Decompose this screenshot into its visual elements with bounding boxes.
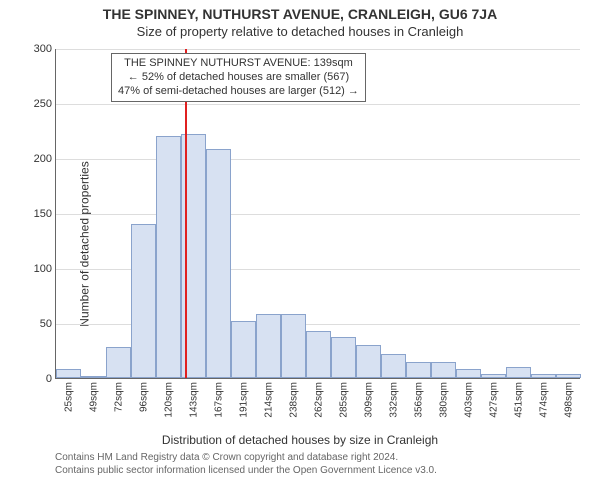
annotation-box: THE SPINNEY NUTHURST AVENUE: 139sqm← 52%…	[111, 53, 366, 102]
x-tick-label: 96sqm	[138, 382, 149, 412]
footer-line: Contains public sector information licen…	[55, 464, 600, 477]
histogram-bar	[206, 149, 231, 378]
x-tick-label: 167sqm	[213, 382, 224, 418]
grid-line	[56, 159, 580, 160]
histogram-bar	[81, 376, 106, 378]
x-tick-label: 214sqm	[263, 382, 274, 418]
histogram-bar	[131, 224, 156, 378]
grid-line	[56, 214, 580, 215]
chart-container: Number of detached properties 0501001502…	[0, 39, 600, 449]
x-tick-label: 143sqm	[188, 382, 199, 418]
histogram-bar	[556, 374, 581, 378]
x-tick-label: 309sqm	[363, 382, 374, 418]
histogram-bar	[281, 314, 306, 378]
histogram-bar	[356, 345, 381, 378]
x-tick-label: 238sqm	[288, 382, 299, 418]
histogram-bar	[381, 354, 406, 378]
histogram-bar	[256, 314, 281, 378]
histogram-bar	[506, 367, 531, 378]
histogram-bar	[431, 362, 456, 379]
x-tick-label: 262sqm	[313, 382, 324, 418]
x-tick-label: 380sqm	[438, 382, 449, 418]
x-tick-label: 474sqm	[538, 382, 549, 418]
x-tick-label: 403sqm	[463, 382, 474, 418]
x-tick-label: 25sqm	[63, 382, 74, 412]
x-tick-label: 427sqm	[488, 382, 499, 418]
annotation-line: 47% of semi-detached houses are larger (…	[118, 85, 359, 99]
histogram-bar	[306, 331, 331, 378]
plot-area: 05010015020025030025sqm49sqm72sqm96sqm12…	[55, 49, 580, 379]
x-tick-label: 191sqm	[238, 382, 249, 418]
x-tick-label: 285sqm	[338, 382, 349, 418]
annotation-line: THE SPINNEY NUTHURST AVENUE: 139sqm	[118, 57, 359, 71]
histogram-bar	[231, 321, 256, 378]
histogram-bar	[56, 369, 81, 378]
histogram-bar	[481, 374, 506, 378]
page-subtitle: Size of property relative to detached ho…	[0, 24, 600, 39]
histogram-bar	[456, 369, 481, 378]
x-tick-label: 120sqm	[163, 382, 174, 418]
y-tick-label: 0	[22, 373, 52, 385]
y-tick-label: 250	[22, 98, 52, 110]
histogram-bar	[331, 337, 356, 378]
y-tick-label: 50	[22, 318, 52, 330]
x-axis-label: Distribution of detached houses by size …	[0, 433, 600, 447]
histogram-bar	[406, 362, 431, 379]
histogram-bar	[106, 347, 131, 378]
x-tick-label: 72sqm	[113, 382, 124, 412]
grid-line	[56, 49, 580, 50]
y-tick-label: 100	[22, 263, 52, 275]
x-tick-label: 498sqm	[563, 382, 574, 418]
y-tick-label: 300	[22, 43, 52, 55]
histogram-bar	[531, 374, 556, 378]
x-tick-label: 332sqm	[388, 382, 399, 418]
y-tick-label: 150	[22, 208, 52, 220]
footer-line: Contains HM Land Registry data © Crown c…	[55, 451, 600, 464]
histogram-bar	[156, 136, 181, 378]
x-tick-label: 451sqm	[513, 382, 524, 418]
footer-attribution: Contains HM Land Registry data © Crown c…	[55, 451, 600, 477]
y-tick-label: 200	[22, 153, 52, 165]
x-tick-label: 356sqm	[413, 382, 424, 418]
grid-line	[56, 104, 580, 105]
annotation-line: ← 52% of detached houses are smaller (56…	[118, 71, 359, 85]
x-tick-label: 49sqm	[88, 382, 99, 412]
page-title: THE SPINNEY, NUTHURST AVENUE, CRANLEIGH,…	[0, 6, 600, 22]
